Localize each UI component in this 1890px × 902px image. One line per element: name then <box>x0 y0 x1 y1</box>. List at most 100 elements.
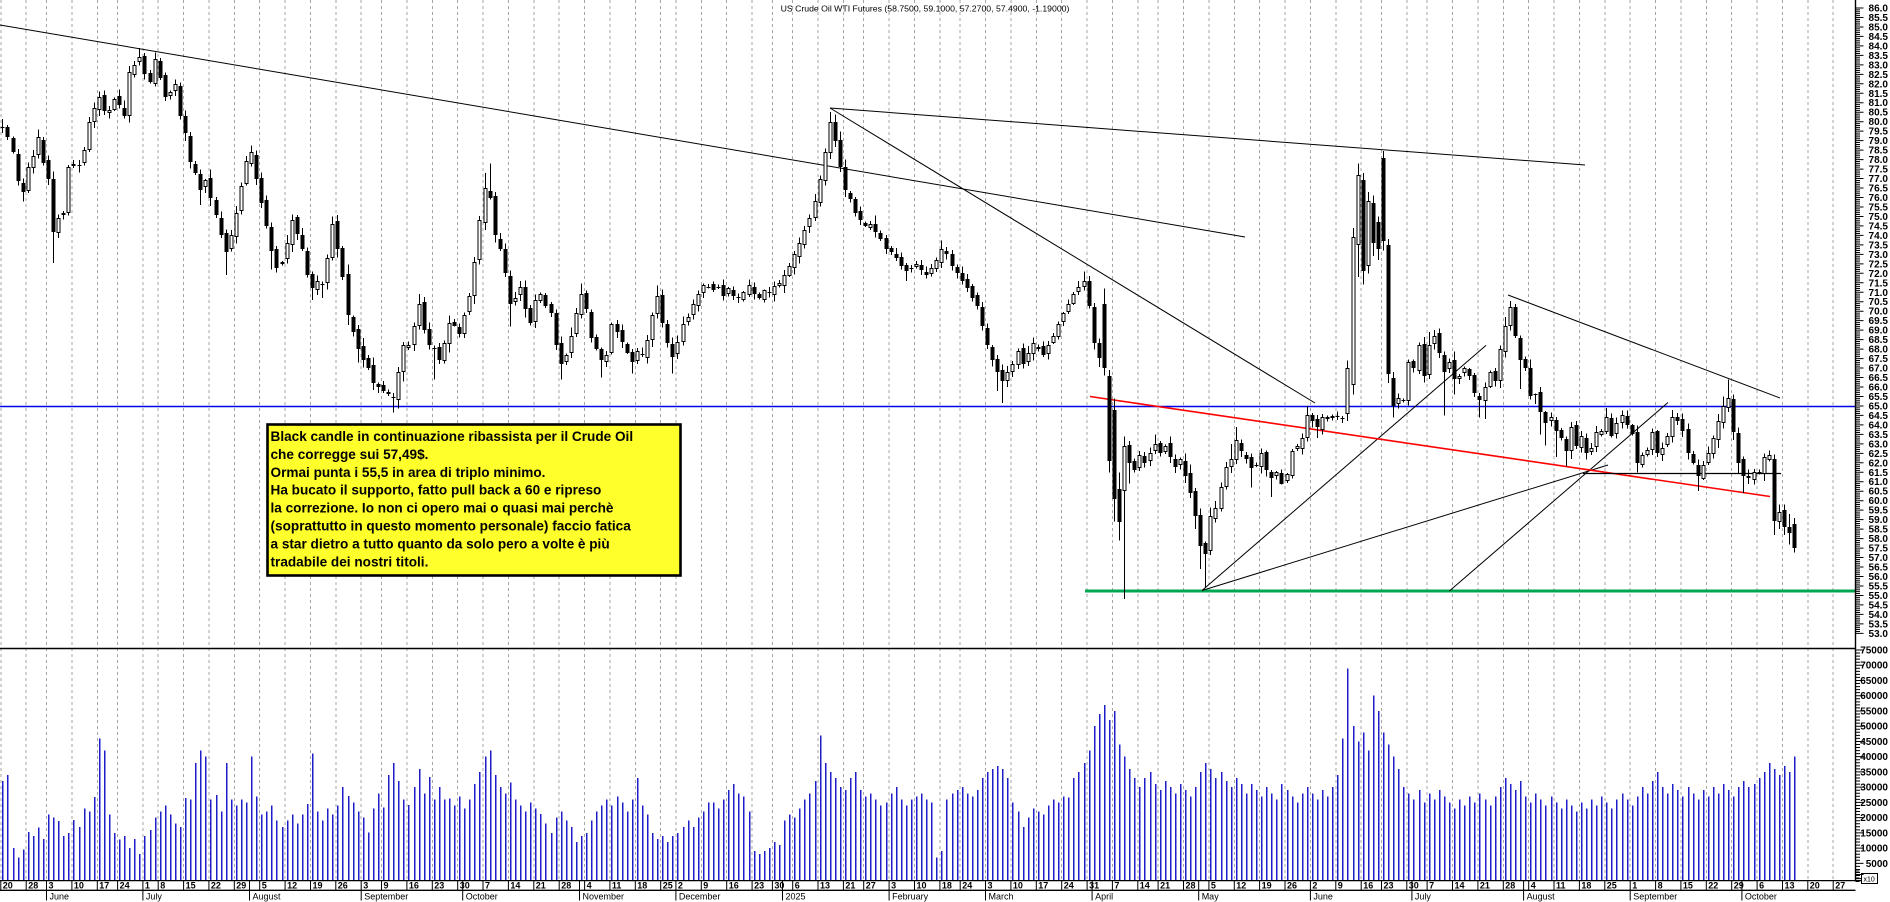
svg-text:a star dietro a tutto quanto d: a star dietro a tutto quanto da solo per… <box>271 536 610 551</box>
svg-text:62.0: 62.0 <box>1869 458 1889 469</box>
svg-text:(soprattutto in questo momento: (soprattutto in questo momento personale… <box>271 519 632 534</box>
svg-text:11: 11 <box>612 881 622 891</box>
svg-text:18: 18 <box>942 881 952 891</box>
svg-text:82.0: 82.0 <box>1869 79 1889 90</box>
svg-text:6: 6 <box>795 881 800 891</box>
svg-text:54.0: 54.0 <box>1869 610 1889 621</box>
svg-text:68.0: 68.0 <box>1869 345 1889 356</box>
svg-text:17: 17 <box>99 881 109 891</box>
svg-text:10: 10 <box>74 881 84 891</box>
svg-text:73.0: 73.0 <box>1869 250 1889 261</box>
svg-text:70.0: 70.0 <box>1869 307 1889 318</box>
svg-text:23: 23 <box>434 881 444 891</box>
svg-text:20: 20 <box>3 881 13 891</box>
svg-text:61.0: 61.0 <box>1869 477 1889 488</box>
svg-text:71.5: 71.5 <box>1869 278 1889 289</box>
svg-text:84.5: 84.5 <box>1869 32 1889 43</box>
svg-text:1: 1 <box>145 881 150 891</box>
svg-text:70.5: 70.5 <box>1869 297 1889 308</box>
svg-text:20: 20 <box>1810 881 1820 891</box>
svg-text:December: December <box>679 892 721 902</box>
svg-text:la correzione. Io non ci opero: la correzione. Io non ci opero mai o qua… <box>271 501 614 516</box>
svg-text:23: 23 <box>1384 881 1394 891</box>
svg-text:21: 21 <box>1160 881 1170 891</box>
svg-text:11: 11 <box>1556 881 1566 891</box>
svg-text:80.5: 80.5 <box>1869 108 1889 119</box>
svg-text:17: 17 <box>1038 881 1048 891</box>
svg-text:55.0: 55.0 <box>1869 591 1889 602</box>
svg-text:21: 21 <box>1480 881 1490 891</box>
svg-text:78.0: 78.0 <box>1869 155 1889 166</box>
svg-text:20000: 20000 <box>1860 813 1888 824</box>
svg-text:22: 22 <box>1708 881 1718 891</box>
svg-text:October: October <box>1745 892 1777 902</box>
svg-text:che corregge sui 57,49$.: che corregge sui 57,49$. <box>271 447 429 462</box>
svg-text:24: 24 <box>1064 881 1074 891</box>
svg-text:May: May <box>1202 892 1220 902</box>
svg-text:84.0: 84.0 <box>1869 41 1889 52</box>
svg-text:14: 14 <box>1140 881 1150 891</box>
svg-text:19: 19 <box>313 881 323 891</box>
svg-text:5: 5 <box>1211 881 1216 891</box>
svg-text:85.5: 85.5 <box>1869 13 1889 24</box>
svg-text:7: 7 <box>1429 881 1434 891</box>
svg-text:22: 22 <box>211 881 221 891</box>
svg-text:14: 14 <box>510 881 520 891</box>
svg-text:3: 3 <box>891 881 896 891</box>
svg-text:x10: x10 <box>1864 877 1875 884</box>
svg-text:12: 12 <box>1236 881 1246 891</box>
svg-text:7: 7 <box>485 881 490 891</box>
svg-text:24: 24 <box>120 881 130 891</box>
svg-text:25000: 25000 <box>1860 798 1888 809</box>
svg-text:57.5: 57.5 <box>1869 544 1889 555</box>
svg-text:5: 5 <box>262 881 267 891</box>
svg-text:57.0: 57.0 <box>1869 553 1889 564</box>
svg-text:28: 28 <box>1186 881 1196 891</box>
svg-text:35000: 35000 <box>1860 767 1888 778</box>
svg-text:40000: 40000 <box>1860 752 1888 763</box>
svg-text:30: 30 <box>774 881 784 891</box>
svg-text:9: 9 <box>384 881 389 891</box>
svg-text:28: 28 <box>561 881 571 891</box>
svg-text:15: 15 <box>186 881 196 891</box>
svg-text:3: 3 <box>49 881 54 891</box>
svg-text:28: 28 <box>28 881 38 891</box>
svg-text:US Crude Oil WTI Futures (58.7: US Crude Oil WTI Futures (58.7500, 59.10… <box>781 4 1070 14</box>
svg-text:September: September <box>1633 892 1677 902</box>
svg-text:19: 19 <box>1262 881 1272 891</box>
svg-text:60000: 60000 <box>1860 691 1888 702</box>
svg-text:77.0: 77.0 <box>1869 174 1889 185</box>
svg-text:15: 15 <box>1683 881 1693 891</box>
svg-text:26: 26 <box>338 881 348 891</box>
svg-text:59.0: 59.0 <box>1869 515 1889 526</box>
svg-text:16: 16 <box>729 881 739 891</box>
svg-text:June: June <box>50 892 70 902</box>
svg-text:23: 23 <box>754 881 764 891</box>
svg-text:64.0: 64.0 <box>1869 420 1889 431</box>
svg-text:63.5: 63.5 <box>1869 430 1889 441</box>
svg-text:64.5: 64.5 <box>1869 411 1889 422</box>
svg-text:78.5: 78.5 <box>1869 146 1889 157</box>
svg-text:3: 3 <box>363 881 368 891</box>
svg-text:30: 30 <box>460 881 470 891</box>
svg-text:76.0: 76.0 <box>1869 193 1889 204</box>
svg-text:45000: 45000 <box>1860 737 1888 748</box>
svg-text:72.5: 72.5 <box>1869 259 1889 270</box>
svg-text:27: 27 <box>1835 881 1845 891</box>
svg-text:65.5: 65.5 <box>1869 392 1889 403</box>
svg-text:7: 7 <box>1114 881 1119 891</box>
svg-text:77.5: 77.5 <box>1869 165 1889 176</box>
svg-text:50000: 50000 <box>1860 722 1888 733</box>
svg-text:24: 24 <box>962 881 972 891</box>
svg-text:65.0: 65.0 <box>1869 401 1889 412</box>
svg-text:10: 10 <box>917 881 927 891</box>
svg-text:71.0: 71.0 <box>1869 288 1889 299</box>
svg-text:79.5: 79.5 <box>1869 127 1889 138</box>
svg-text:September: September <box>364 892 408 902</box>
svg-text:82.5: 82.5 <box>1869 70 1889 81</box>
svg-text:February: February <box>892 892 929 902</box>
svg-text:72.0: 72.0 <box>1869 269 1889 280</box>
svg-text:66.5: 66.5 <box>1869 373 1889 384</box>
svg-text:July: July <box>146 892 163 902</box>
svg-text:56.5: 56.5 <box>1869 563 1889 574</box>
